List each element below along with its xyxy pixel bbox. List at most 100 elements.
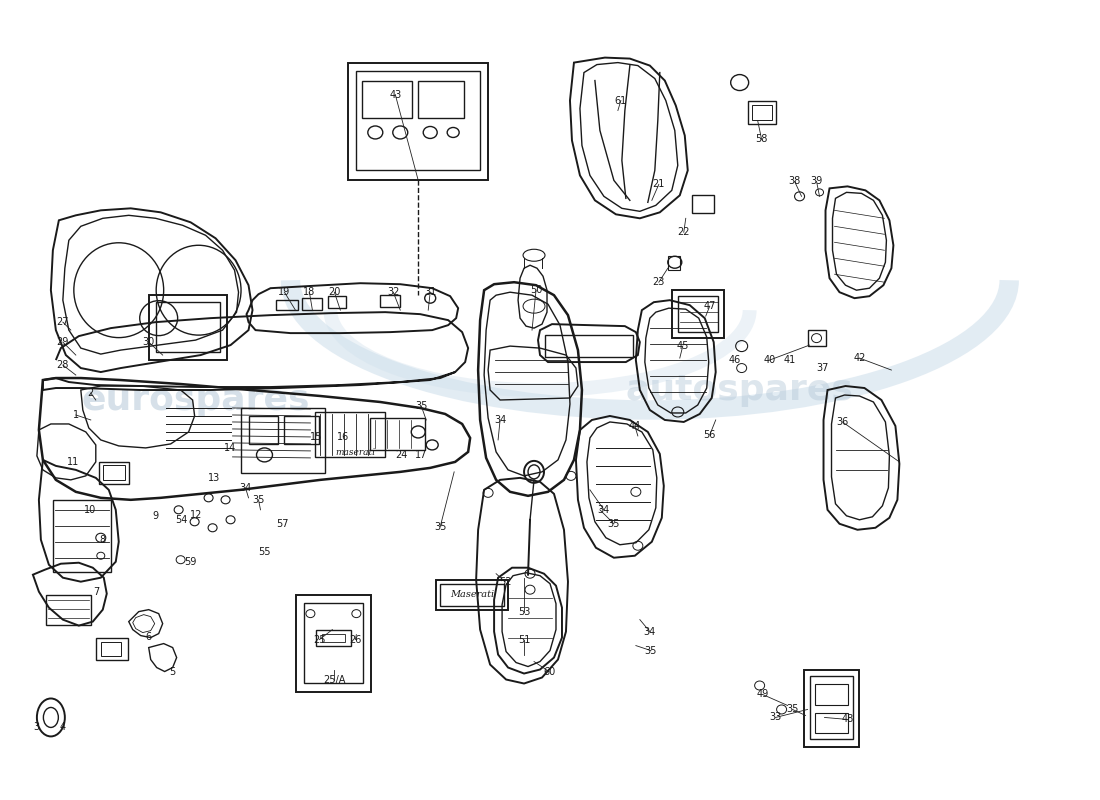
Bar xyxy=(807,330,825,346)
Text: 53: 53 xyxy=(518,606,530,617)
Bar xyxy=(322,634,345,642)
Text: 58: 58 xyxy=(756,134,768,145)
Text: 34: 34 xyxy=(240,483,252,493)
Text: 23: 23 xyxy=(652,278,666,287)
Text: 34: 34 xyxy=(597,505,611,515)
Text: 9: 9 xyxy=(153,510,158,521)
Text: 39: 39 xyxy=(811,176,823,186)
Bar xyxy=(814,714,848,734)
Text: 60: 60 xyxy=(543,666,556,677)
Text: 5: 5 xyxy=(169,666,176,677)
Text: 25: 25 xyxy=(314,634,326,645)
Bar xyxy=(748,101,775,125)
Text: 56: 56 xyxy=(704,430,716,440)
Bar xyxy=(418,81,464,118)
Text: 50: 50 xyxy=(530,285,542,295)
Bar xyxy=(804,670,859,747)
Text: 11: 11 xyxy=(67,457,79,467)
Bar xyxy=(329,296,346,308)
Text: 20: 20 xyxy=(328,287,341,297)
Text: 28: 28 xyxy=(57,360,69,370)
Text: 35: 35 xyxy=(786,705,799,714)
Bar xyxy=(156,302,220,352)
Text: Maserati: Maserati xyxy=(450,590,494,599)
Text: 38: 38 xyxy=(789,176,801,186)
Text: 17: 17 xyxy=(415,450,428,460)
Text: 26: 26 xyxy=(349,634,362,645)
Bar xyxy=(437,580,508,610)
Bar xyxy=(672,290,724,338)
Bar xyxy=(148,295,227,360)
Text: 35: 35 xyxy=(645,646,657,655)
Text: 61: 61 xyxy=(615,95,627,106)
Bar xyxy=(249,416,278,444)
Bar xyxy=(99,462,129,484)
Bar xyxy=(349,62,488,180)
Bar xyxy=(316,412,385,457)
Bar xyxy=(692,195,714,214)
Bar xyxy=(53,500,111,572)
Text: 15: 15 xyxy=(310,432,322,442)
Text: 34: 34 xyxy=(494,415,506,425)
Bar xyxy=(101,642,121,655)
Text: 16: 16 xyxy=(338,432,350,442)
Text: 35: 35 xyxy=(415,401,428,411)
Bar xyxy=(371,418,426,450)
Text: 42: 42 xyxy=(854,353,866,363)
Text: 34: 34 xyxy=(644,626,656,637)
Text: 43: 43 xyxy=(389,90,402,99)
Text: 30: 30 xyxy=(143,337,155,347)
Text: 10: 10 xyxy=(84,505,96,515)
Text: 47: 47 xyxy=(704,301,716,311)
Text: autospares: autospares xyxy=(626,373,854,407)
Text: 21: 21 xyxy=(652,179,666,190)
Text: 22: 22 xyxy=(678,227,690,238)
Bar xyxy=(102,465,124,480)
Text: 35: 35 xyxy=(434,522,447,532)
Text: 14: 14 xyxy=(224,443,236,453)
Bar xyxy=(305,602,363,682)
Bar xyxy=(440,584,504,606)
Bar xyxy=(96,638,128,659)
Text: 41: 41 xyxy=(783,355,795,365)
Bar xyxy=(544,335,632,357)
Bar xyxy=(381,295,400,307)
Text: 51: 51 xyxy=(518,634,530,645)
Text: 27: 27 xyxy=(56,317,69,327)
Text: 33: 33 xyxy=(770,713,782,722)
Text: 31: 31 xyxy=(425,287,437,297)
Text: 35: 35 xyxy=(252,495,265,505)
Text: 57: 57 xyxy=(276,518,288,529)
Text: 40: 40 xyxy=(763,355,776,365)
Text: 29: 29 xyxy=(57,337,69,347)
Text: 1: 1 xyxy=(73,410,79,420)
Text: 49: 49 xyxy=(757,690,769,699)
Text: 35: 35 xyxy=(607,518,620,529)
Bar xyxy=(302,298,322,310)
Text: 25/A: 25/A xyxy=(323,674,345,685)
Text: 45: 45 xyxy=(676,341,689,351)
Text: 55: 55 xyxy=(258,546,271,557)
Text: 36: 36 xyxy=(836,417,848,427)
Text: 7: 7 xyxy=(94,586,100,597)
Text: 59: 59 xyxy=(185,557,197,566)
Bar xyxy=(362,81,412,118)
Text: 19: 19 xyxy=(278,287,290,297)
Text: 32: 32 xyxy=(387,287,399,297)
Bar xyxy=(46,594,91,625)
Bar xyxy=(678,296,717,332)
Text: 46: 46 xyxy=(728,355,740,365)
Bar xyxy=(276,300,298,310)
Text: 48: 48 xyxy=(842,714,854,725)
Bar xyxy=(296,594,372,693)
Text: 6: 6 xyxy=(145,631,152,642)
Text: 52: 52 xyxy=(498,577,512,586)
Bar xyxy=(356,70,480,170)
Bar xyxy=(668,256,680,270)
Bar xyxy=(810,675,854,739)
Text: 2: 2 xyxy=(88,388,94,398)
Text: 44: 44 xyxy=(629,421,641,431)
Text: 13: 13 xyxy=(208,473,220,483)
Text: 8: 8 xyxy=(100,534,106,545)
Text: eurospares: eurospares xyxy=(81,383,310,417)
